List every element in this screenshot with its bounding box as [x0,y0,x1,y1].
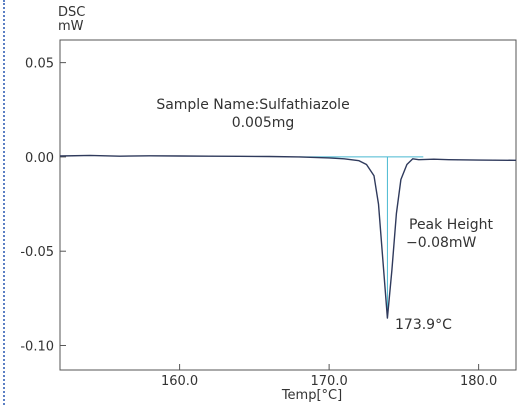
peak-height-label: Peak Height [409,217,493,233]
y-axis-label-line1: DSC [58,5,85,20]
page-dotted-border [3,0,5,405]
axis-ticks: 0.05 0.00 -0.05 -0.10 160.0 170.0 180.0 [20,57,497,389]
dsc-curve [59,154,517,319]
sample-mass-annotation: 0.005mg [232,115,295,131]
y-tick-label: 0.00 [25,151,54,166]
y-tick-label: -0.05 [20,245,54,260]
peak-height-value: −0.08mW [406,235,477,251]
peak-temperature-label: 173.9°C [395,317,452,333]
x-tick-label: 160.0 [161,374,198,389]
y-tick-label: -0.10 [20,339,54,354]
x-axis-label: Temp[°C] [281,388,342,403]
sample-name-annotation: Sample Name:Sulfathiazole [156,97,349,113]
y-tick-label: 0.05 [25,57,54,72]
y-axis-label-line2: mW [58,19,84,34]
x-tick-label: 170.0 [311,374,348,389]
plot-frame [59,39,517,371]
series-layer [59,154,517,319]
x-tick-label: 180.0 [460,374,497,389]
